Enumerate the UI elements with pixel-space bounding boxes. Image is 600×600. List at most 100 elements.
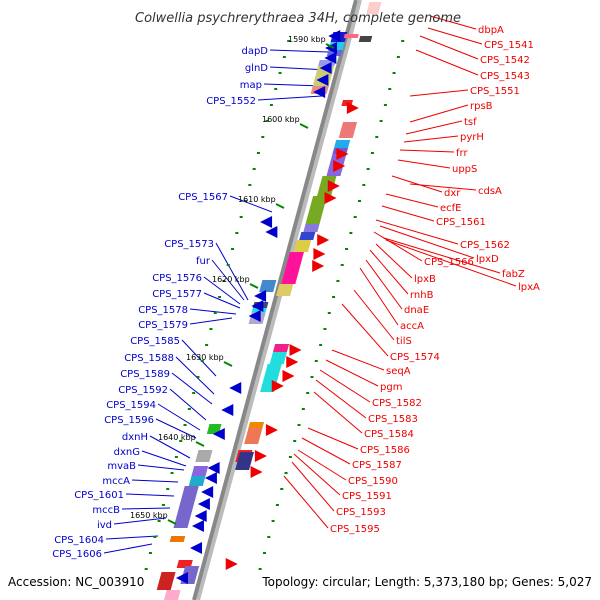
tick-mark xyxy=(332,296,336,298)
tick-mark xyxy=(157,520,161,522)
tick-mark xyxy=(148,552,152,554)
tick-mark xyxy=(345,248,349,250)
leader-line-left xyxy=(257,95,323,101)
leader-line-left xyxy=(189,308,237,315)
gene-block xyxy=(272,344,290,352)
leader-line-left xyxy=(203,292,241,309)
strand-arrow xyxy=(251,300,264,312)
leader-line-right xyxy=(415,49,479,76)
tick-mark xyxy=(267,536,271,538)
tick-mark xyxy=(297,424,301,426)
tick-mark xyxy=(213,312,217,314)
tick-mark xyxy=(293,440,297,442)
gene-label-left: CPS_1588 xyxy=(124,353,174,364)
leader-line-right xyxy=(301,437,351,465)
strand-arrow xyxy=(282,370,295,382)
leader-line-right xyxy=(313,391,363,434)
strand-arrow xyxy=(212,428,225,440)
tick-mark xyxy=(248,184,252,186)
strand-arrow xyxy=(175,572,188,584)
tick-mark xyxy=(144,568,148,570)
gene-label-right: dnaE xyxy=(404,305,429,316)
gene-label-left: CPS_1576 xyxy=(152,273,202,284)
tick-mark xyxy=(379,120,383,122)
leader-line-right xyxy=(293,453,341,496)
strand-arrow xyxy=(260,216,273,228)
tick-mark xyxy=(284,472,288,474)
gene-block xyxy=(276,284,294,296)
gene-label-left: dxnG xyxy=(114,447,140,458)
leader-line-left xyxy=(181,339,217,377)
leader-line-right xyxy=(359,267,399,326)
tick-mark xyxy=(327,312,331,314)
tick-mark xyxy=(258,568,262,570)
tick-mark xyxy=(265,120,269,122)
gene-label-right: accA xyxy=(400,321,424,332)
strand-arrow xyxy=(229,382,242,394)
gene-features xyxy=(144,2,405,600)
leader-line-right xyxy=(409,104,469,123)
strand-arrow xyxy=(225,558,238,570)
gene-label-left: dxnH xyxy=(122,432,148,443)
gene-block xyxy=(305,196,328,224)
gene-label-left: mccA xyxy=(102,476,130,487)
tick-mark xyxy=(170,472,174,474)
gene-block xyxy=(334,140,351,148)
kbp-label: 1630 kbp xyxy=(186,353,224,362)
kbp-tick xyxy=(325,43,335,49)
leader-line-right xyxy=(369,249,409,295)
gene-label-right: lpxB xyxy=(414,274,436,285)
leader-line-right xyxy=(429,15,477,30)
gene-label-right: pgm xyxy=(380,382,402,393)
tick-mark xyxy=(244,200,247,202)
gene-block xyxy=(343,34,359,38)
leader-lines xyxy=(103,15,517,554)
leader-line-left xyxy=(157,403,201,431)
gene-label-right: CPS_1541 xyxy=(484,40,534,51)
gene-block xyxy=(338,122,358,138)
genome-axis xyxy=(192,0,358,600)
gene-label-right: CPS_1593 xyxy=(336,507,386,518)
strand-arrow xyxy=(319,62,332,74)
gene-label-right: tilS xyxy=(396,336,412,347)
strand-arrow xyxy=(336,148,349,160)
strand-arrow xyxy=(324,52,337,64)
tick-mark xyxy=(288,456,292,458)
gene-block xyxy=(169,536,186,542)
gene-label-right: CPS_1582 xyxy=(372,398,422,409)
gene-label-left: mvaB xyxy=(107,461,136,472)
leader-line-left xyxy=(175,356,215,395)
gene-label-left: CPS_1601 xyxy=(74,490,124,501)
tick-mark xyxy=(200,360,204,362)
strand-arrow xyxy=(324,192,337,204)
tick-mark xyxy=(396,56,400,58)
gene-label-right: CPS_1583 xyxy=(368,414,418,425)
leader-line-left xyxy=(121,507,171,510)
gene-label-right: pyrH xyxy=(460,132,484,143)
leader-line-right xyxy=(375,243,413,279)
gene-label-right: CPS_1562 xyxy=(460,240,510,251)
leader-line-right xyxy=(409,89,469,97)
tick-mark xyxy=(187,408,191,410)
gene-label-right: CPS_1590 xyxy=(348,476,398,487)
tick-mark xyxy=(252,168,256,170)
leader-line-right xyxy=(379,225,475,259)
leader-line-right xyxy=(385,239,517,287)
gene-label-left: CPS_1596 xyxy=(104,415,154,426)
leader-line-right xyxy=(419,35,479,60)
gene-block xyxy=(244,428,263,444)
leader-line-left xyxy=(137,464,185,471)
strand-arrow xyxy=(204,472,217,484)
leader-line-right xyxy=(373,231,423,262)
gene-label-right: CPS_1586 xyxy=(360,445,410,456)
strand-arrow xyxy=(221,404,234,416)
gene-label-right: dxr xyxy=(444,188,461,199)
leader-line-left xyxy=(203,276,241,305)
gene-label-right: CPS_1561 xyxy=(436,217,486,228)
gene-label-right: CPS_1584 xyxy=(364,429,414,440)
tick-mark xyxy=(282,56,286,58)
leader-line-right xyxy=(405,120,463,135)
leader-line-right xyxy=(297,449,347,481)
strand-arrow xyxy=(313,86,326,98)
strand-arrow xyxy=(286,356,299,368)
